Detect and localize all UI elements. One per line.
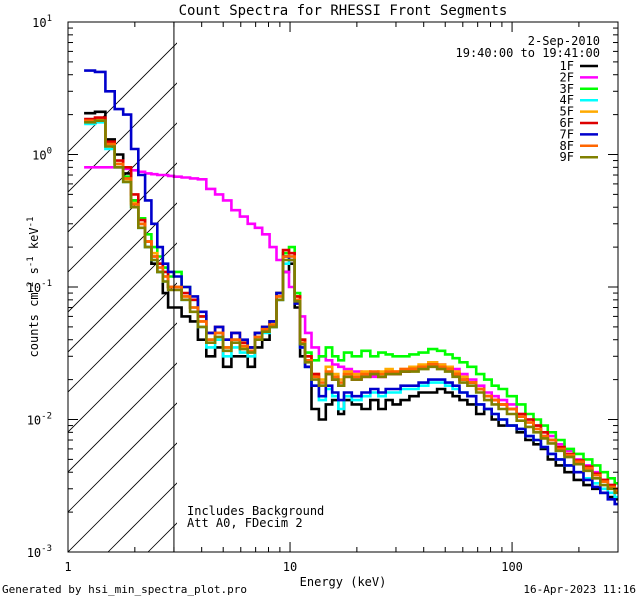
legend-label-4F: 4F bbox=[560, 93, 574, 107]
hatch-line bbox=[68, 82, 177, 193]
x-tick-label: 100 bbox=[501, 560, 523, 574]
plot-frame bbox=[67, 21, 619, 553]
generated-by-label: Generated by hsi_min_spectra_plot.pro bbox=[2, 583, 248, 596]
legend-label-8F: 8F bbox=[560, 139, 574, 153]
hatched-region bbox=[68, 22, 640, 552]
y-tick-label: 10-2 bbox=[27, 412, 52, 428]
legend-label-1F: 1F bbox=[560, 59, 574, 73]
series-7F bbox=[84, 69, 618, 506]
hatch-line bbox=[68, 42, 177, 153]
y-tick-label: 10-3 bbox=[27, 544, 52, 560]
hatch-line bbox=[628, 22, 640, 552]
hatch-line bbox=[68, 402, 177, 513]
legend-label-2F: 2F bbox=[560, 70, 574, 84]
timestamp-label: 16-Apr-2023 11:16 bbox=[523, 583, 636, 596]
legend-label-9F: 9F bbox=[560, 150, 574, 164]
legend-label-5F: 5F bbox=[560, 105, 574, 119]
hatch-line bbox=[68, 242, 177, 353]
annotation-background: Includes Background bbox=[187, 504, 324, 518]
date-label: 2-Sep-2010 bbox=[528, 34, 600, 48]
series-9F bbox=[84, 119, 618, 495]
y-tick-label: 100 bbox=[32, 147, 52, 163]
hatch-line bbox=[68, 202, 177, 313]
hatch-line bbox=[308, 22, 640, 552]
data-series-group bbox=[84, 69, 618, 506]
y-tick-label: 101 bbox=[32, 14, 52, 30]
hatch-line bbox=[68, 442, 177, 552]
legend-label-3F: 3F bbox=[560, 82, 574, 96]
hatch-line bbox=[68, 282, 177, 393]
annotation-attenuator: Att A0, FDecim 2 bbox=[187, 516, 303, 530]
axis-ticks bbox=[67, 22, 619, 553]
x-tick-label: 1 bbox=[64, 560, 71, 574]
legend-label-6F: 6F bbox=[560, 116, 574, 130]
hatch-line bbox=[68, 362, 177, 473]
x-axis-label: Energy (keV) bbox=[300, 575, 387, 589]
legend-label-7F: 7F bbox=[560, 127, 574, 141]
y-axis-label: counts cm-2 s-1 keV-1 bbox=[26, 217, 41, 358]
time-range-label: 19:40:00 to 19:41:00 bbox=[456, 46, 601, 60]
chart-title: Count Spectra for RHESSI Front Segments bbox=[179, 3, 508, 19]
x-tick-label: 10 bbox=[283, 560, 297, 574]
